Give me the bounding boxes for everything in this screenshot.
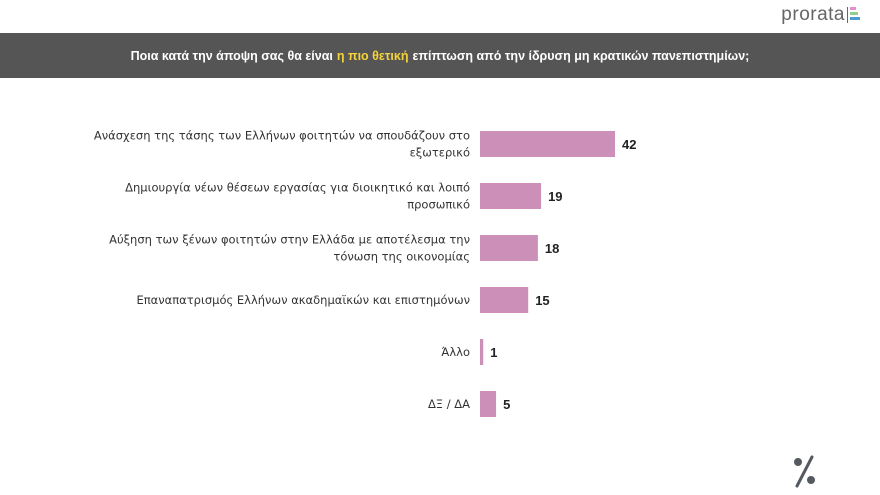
title-highlight: η πιο θετική	[336, 48, 409, 63]
data-label: 18	[545, 241, 559, 256]
bar	[480, 235, 538, 261]
category-label: Επαναπατρισμός Ελλήνων ακαδημαϊκών και ε…	[136, 293, 470, 307]
data-label: 1	[490, 345, 497, 360]
category-label: τόνωση της οικονομίας	[333, 250, 470, 264]
bar	[480, 131, 615, 157]
bar	[480, 391, 497, 417]
logo-text: prorata	[781, 4, 845, 25]
category-label: Δημιουργία νέων θέσεων εργασίας για διοι…	[125, 181, 470, 195]
category-label: προσωπικό	[407, 198, 470, 212]
category-label: εξωτερικό	[410, 146, 470, 160]
data-label: 19	[548, 189, 562, 204]
prorata-logo: prorata	[781, 4, 862, 26]
data-label: 42	[622, 137, 636, 152]
logo-bars-icon	[847, 7, 862, 23]
category-label: Ανάσχεση της τάσης των Ελλήνων φοιτητών …	[94, 129, 470, 143]
question-banner: Ποια κατά την άποψη σας θα είναι η πιο θ…	[0, 33, 880, 78]
title-part: επίπτωση από την ίδρυση μη κρατικών πανε…	[412, 48, 750, 63]
category-label: Άλλο	[441, 345, 470, 359]
bar	[480, 287, 529, 313]
bar	[480, 339, 484, 365]
data-label: 15	[535, 293, 549, 308]
bar	[480, 183, 542, 209]
data-label: 5	[503, 397, 510, 412]
category-label: Αύξηση των ξένων φοιτητών στην Ελλάδα με…	[109, 233, 470, 247]
title-part: Ποια κατά την άποψη σας θα είναι	[130, 48, 333, 63]
category-label: ΔΞ / ΔΑ	[428, 397, 470, 411]
percent-icon	[794, 455, 815, 488]
